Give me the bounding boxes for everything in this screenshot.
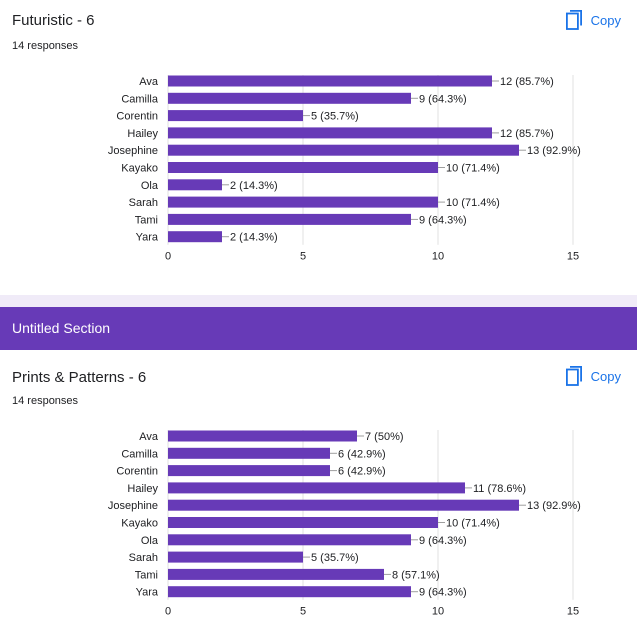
y-tick-label: Kayako — [121, 163, 158, 175]
data-label: 2 (14.3%) — [230, 232, 278, 244]
bar — [168, 179, 222, 190]
data-label: 2 (14.3%) — [230, 180, 278, 192]
y-tick-label: Hailey — [127, 483, 158, 495]
y-tick-label: Yara — [136, 232, 159, 244]
x-tick-label: 10 — [432, 251, 444, 263]
data-label: 8 (57.1%) — [392, 569, 440, 581]
x-tick-label: 5 — [300, 251, 306, 263]
bar — [168, 586, 411, 597]
bar — [168, 110, 303, 121]
x-tick-label: 15 — [567, 251, 579, 263]
data-label: 13 (92.9%) — [527, 500, 581, 512]
bar — [168, 448, 330, 459]
y-tick-label: Ava — [139, 76, 159, 88]
y-tick-label: Hailey — [127, 128, 158, 140]
bar — [168, 76, 492, 87]
data-label: 5 (35.7%) — [311, 552, 359, 564]
data-label: 5 (35.7%) — [311, 111, 359, 123]
data-label: 10 (71.4%) — [446, 197, 500, 209]
data-label: 9 (64.3%) — [419, 535, 467, 547]
bar — [168, 93, 411, 104]
data-label: 9 (64.3%) — [419, 93, 467, 105]
y-tick-label: Tami — [135, 214, 158, 226]
y-tick-label: Tami — [135, 569, 158, 581]
section-header: Untitled Section — [0, 307, 637, 350]
bar — [168, 569, 384, 580]
y-tick-label: Camilla — [121, 448, 159, 460]
bar — [168, 500, 519, 511]
data-label: 6 (42.9%) — [338, 466, 386, 478]
bar — [168, 482, 465, 493]
bar — [168, 552, 303, 563]
data-label: 12 (85.7%) — [500, 76, 554, 88]
data-label: 10 (71.4%) — [446, 518, 500, 530]
section-separator — [0, 295, 637, 307]
y-tick-label: Ola — [141, 180, 159, 192]
bar — [168, 517, 438, 528]
data-label: 11 (78.6%) — [473, 483, 526, 495]
bar — [168, 197, 438, 208]
y-tick-label: Josephine — [108, 145, 158, 157]
data-label: 13 (92.9%) — [527, 145, 581, 157]
bar — [168, 431, 357, 442]
y-tick-label: Yara — [136, 587, 159, 599]
x-tick-label: 15 — [567, 606, 579, 618]
x-tick-label: 10 — [432, 606, 444, 618]
data-label: 9 (64.3%) — [419, 214, 467, 226]
bar — [168, 145, 519, 156]
bar — [168, 127, 492, 138]
y-tick-label: Sarah — [129, 552, 158, 564]
bar — [168, 465, 330, 476]
data-label: 6 (42.9%) — [338, 448, 386, 460]
y-tick-label: Sarah — [129, 197, 158, 209]
bar — [168, 534, 411, 545]
x-tick-label: 0 — [165, 251, 171, 263]
question-card-futuristic: Futuristic - 6 14 responses Copy 0 5 10 15 A… — [0, 0, 637, 295]
bar — [168, 231, 222, 242]
y-tick-label: Kayako — [121, 518, 158, 530]
data-label: 9 (64.3%) — [419, 587, 467, 599]
data-label: 10 (71.4%) — [446, 163, 500, 175]
y-tick-label: Corentin — [116, 111, 158, 123]
x-tick-label: 5 — [300, 606, 306, 618]
bar — [168, 162, 438, 173]
bar-chart-prints-patterns: 0 5 10 15 Ava 7 (50%) Camilla 6 (42.9%) Corentin… — [0, 352, 637, 640]
data-label: 7 (50%) — [365, 431, 404, 443]
question-card-prints-patterns: Prints & Patterns - 6 14 responses Copy … — [0, 352, 637, 640]
y-tick-label: Ava — [139, 431, 159, 443]
y-tick-label: Ola — [141, 535, 159, 547]
bar — [168, 214, 411, 225]
data-label: 12 (85.7%) — [500, 128, 554, 140]
x-tick-label: 0 — [165, 606, 171, 618]
section-title: Untitled Section — [12, 320, 110, 336]
y-tick-label: Corentin — [116, 466, 158, 478]
bar-chart-futuristic: 0 5 10 15 Ava 12 (85.7%) Camilla 9 (64.3%) Coren… — [0, 0, 637, 295]
y-tick-label: Camilla — [121, 93, 159, 105]
y-tick-label: Josephine — [108, 500, 158, 512]
